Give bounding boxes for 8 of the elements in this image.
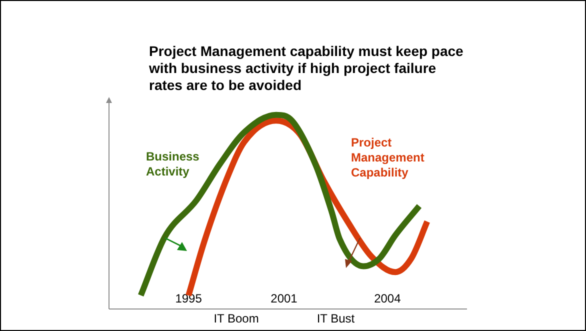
text: IT Boom xyxy=(214,311,259,326)
x-tick-label: 2001 xyxy=(270,292,298,306)
text: Project Management Capability xyxy=(351,135,424,180)
series-label: Business Activity xyxy=(146,149,200,178)
text: IT Bust xyxy=(316,311,356,326)
x-tick-label: 1995 xyxy=(175,292,202,306)
x-tick-label: 2004 xyxy=(374,292,402,306)
chart-title: Project Management capability must keep pace with business activity if high project failure rates are to be avoided xyxy=(149,43,464,94)
